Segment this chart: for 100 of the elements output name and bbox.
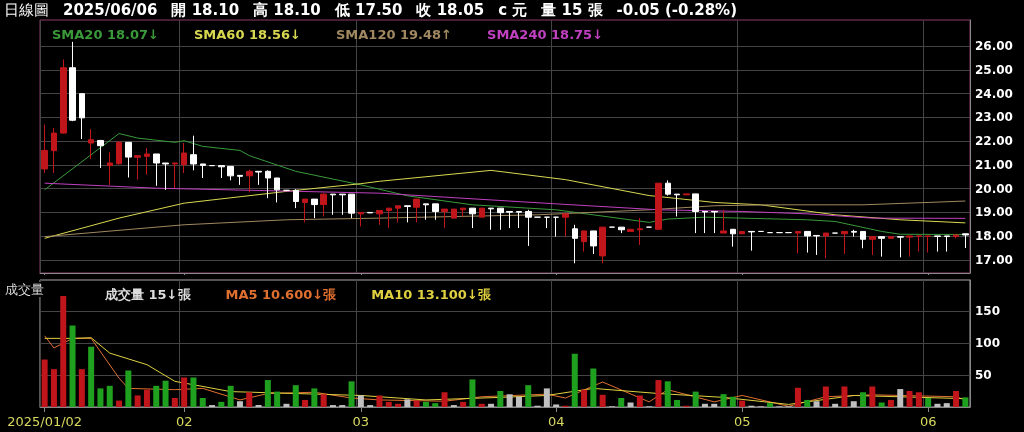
candlestick [934, 235, 941, 253]
x-tick-label: 06 [919, 414, 937, 429]
bar [478, 403, 485, 407]
candlestick [255, 170, 262, 186]
bar [515, 396, 522, 407]
bar [897, 389, 904, 407]
candlestick [683, 193, 690, 196]
bar [599, 394, 606, 407]
candlestick [348, 193, 355, 219]
candlestick [860, 230, 866, 249]
bar [739, 400, 746, 407]
bar [78, 369, 85, 407]
chart-title: 日線圖 [4, 0, 49, 19]
candlestick [200, 163, 206, 179]
candlestick [488, 207, 494, 231]
bar [720, 394, 727, 407]
bar [692, 391, 699, 407]
bar [311, 388, 318, 407]
bar [729, 396, 736, 407]
candlestick [144, 147, 150, 176]
candlestick [116, 140, 122, 166]
candlestick [655, 182, 662, 230]
y-tick-label: 26.00 [975, 39, 1013, 54]
y-tick-label: 19.00 [975, 205, 1013, 220]
candlestick [218, 165, 225, 179]
bar [636, 395, 643, 407]
candlestick [469, 207, 476, 229]
line-series [44, 182, 966, 219]
text: SMA240 18.75↓ [487, 26, 604, 42]
candlestick [451, 208, 457, 219]
candlestick [925, 235, 931, 254]
bar [50, 369, 57, 407]
bar [664, 381, 671, 407]
bar [711, 403, 718, 407]
bar [348, 381, 355, 407]
candlestick [711, 210, 718, 234]
candlestick [599, 226, 606, 264]
candlestick [674, 193, 680, 217]
candlestick [79, 93, 85, 140]
bar [302, 399, 309, 407]
bar [804, 399, 811, 407]
candlestick [460, 207, 466, 217]
bar [134, 395, 141, 407]
candlestick [97, 139, 104, 169]
text: 收 18.05 [416, 0, 485, 19]
bar [832, 403, 839, 407]
candlestick [386, 207, 392, 229]
candlestick [293, 188, 299, 209]
candlestick [237, 174, 243, 186]
candlestick [553, 216, 559, 238]
bar [320, 394, 327, 407]
x-tick-label: 04 [547, 414, 565, 429]
candlestick [897, 236, 904, 258]
bar [822, 386, 829, 407]
bar [227, 385, 234, 407]
candlestick [395, 205, 401, 223]
bar [581, 389, 588, 407]
bar [69, 325, 76, 407]
candlestick [404, 205, 411, 223]
y-tick-label: 100 [975, 335, 1001, 350]
bar [655, 380, 662, 407]
candlestick [413, 198, 420, 223]
candlestick [906, 235, 913, 258]
bar [441, 392, 448, 407]
candlestick [441, 208, 448, 229]
bar [469, 379, 476, 407]
bar [292, 385, 299, 407]
candlestick [265, 169, 271, 199]
bar [869, 386, 876, 407]
candlestick [162, 162, 169, 191]
candlestick [330, 193, 336, 216]
candlestick [506, 210, 513, 229]
bar [357, 395, 364, 407]
y-tick-label: 23.00 [975, 110, 1013, 125]
bar [887, 399, 894, 407]
candlestick [60, 58, 67, 135]
candlestick [41, 124, 48, 174]
y-tick-label: 22.00 [975, 134, 1013, 149]
candlestick [823, 232, 829, 259]
bar [860, 392, 867, 407]
candlestick [339, 193, 346, 216]
candlestick [302, 198, 308, 223]
y-axis-title: 成交量 [5, 282, 44, 297]
candlestick [107, 151, 113, 186]
bar [274, 391, 281, 407]
y-tick-label: 25.00 [975, 62, 1013, 77]
candlestick [869, 236, 876, 256]
text: 開 18.10 [171, 0, 240, 19]
candlestick [69, 41, 76, 122]
candlestick [581, 230, 587, 253]
bar [385, 401, 392, 407]
text: MA5 10.600↓張 [225, 286, 338, 302]
text: -0.05 (-0.28%) [616, 0, 737, 19]
candlestick [795, 230, 801, 254]
text: 量 15 張 [540, 0, 604, 19]
chart-subtitle: 2025/06/06 [63, 0, 158, 19]
text: SMA120 19.48↑ [335, 26, 453, 42]
bar [553, 404, 560, 407]
bar [674, 399, 681, 407]
bar [190, 377, 197, 407]
